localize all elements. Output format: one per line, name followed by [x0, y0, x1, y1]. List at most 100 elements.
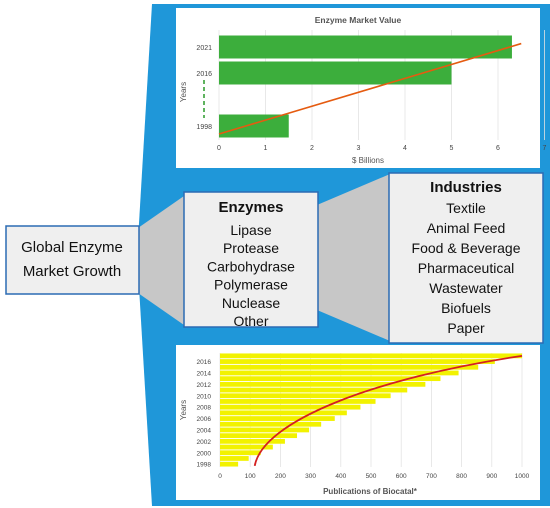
publications-y-tick: 2008 [197, 405, 212, 412]
publications-y-tick: 2010 [197, 393, 212, 400]
enzyme-item: Protease [223, 240, 279, 256]
publications-chart-y-label: Years [179, 400, 188, 420]
market-trendline [218, 42, 522, 135]
publications-y-tick: 2004 [197, 427, 212, 434]
publication-bar [220, 450, 261, 456]
publications-trendline [253, 354, 523, 467]
market-chart-y-label: Years [179, 82, 188, 102]
market-x-tick: 4 [403, 145, 407, 152]
publications-x-tick: 1000 [515, 473, 530, 480]
publication-bar [220, 427, 310, 433]
enzymes-title: Enzymes [218, 199, 283, 216]
market-bar [219, 61, 452, 85]
industry-item: Wastewater [429, 280, 503, 296]
publications-x-tick: 600 [396, 473, 407, 480]
publication-bar [220, 381, 426, 387]
market-y-tick: 2016 [196, 71, 212, 78]
industries-list: Textile Animal Feed Food & Beverage Pharmac… [412, 200, 521, 336]
enzyme-item: Carbohydrase [207, 258, 295, 274]
market-chart-trendline [218, 42, 522, 135]
industry-item: Pharmaceutical [418, 260, 515, 276]
market-chart-grid [218, 30, 545, 140]
publication-bar [220, 404, 361, 410]
publications-x-tick: 500 [366, 473, 377, 480]
market-x-tick: 6 [496, 145, 500, 152]
industry-item: Food & Beverage [412, 240, 521, 256]
industries-box-frame [388, 172, 544, 344]
publication-bar [220, 461, 239, 467]
publications-y-tick: 2006 [197, 416, 212, 423]
publications-x-tick: 900 [486, 473, 497, 480]
market-x-tick: 7 [543, 145, 547, 152]
publication-bar [220, 416, 335, 421]
enzyme-item: Lipase [230, 222, 271, 238]
publications-chart: 1998200020022004200620082010201220142016… [176, 345, 540, 500]
publication-bar [220, 410, 347, 416]
enzymes-list: Lipase Protease Carbohydrase Polymerase Nucl… [207, 222, 295, 329]
publication-bar [220, 456, 249, 461]
market-chart-y-ticks: 1998 2016 2021 [196, 45, 212, 131]
global-enzyme-box: Global Enzyme Market Growth [5, 225, 140, 295]
publication-bar [220, 421, 322, 427]
publication-bar [220, 433, 298, 439]
publications-y-tick: 2014 [197, 370, 212, 377]
connector-right [317, 174, 390, 341]
publications-x-tick: 300 [305, 473, 316, 480]
publication-bar [220, 370, 459, 376]
publications-x-tick: 400 [335, 473, 346, 480]
connector-left [138, 196, 184, 325]
enzymes-box: Enzymes Lipase Protease Carbohydrase Polyme… [183, 191, 319, 329]
publication-bar [220, 353, 522, 359]
publications-chart-y-ticks: 1998 2000 2002 2004 2006 2008 2010 2012 2014 2016 [197, 359, 212, 469]
global-enzyme-box-frame [5, 225, 140, 295]
industry-item: Biofuels [441, 300, 491, 316]
market-x-tick: 0 [217, 145, 221, 152]
publications-x-tick: 100 [245, 473, 256, 480]
publication-bar [220, 359, 495, 364]
market-chart-panel [176, 8, 540, 168]
market-x-tick: 1 [264, 145, 268, 152]
industry-item: Textile [446, 200, 486, 216]
enzymes-box-frame [183, 191, 319, 328]
global-enzyme-line-1: Global Enzyme [21, 239, 123, 256]
publication-bar [220, 387, 408, 393]
global-enzyme-line-2: Market Growth [23, 263, 121, 280]
publications-x-tick: 200 [275, 473, 286, 480]
industries-box: Industries Textile Animal Feed Food & Beve… [388, 172, 544, 344]
publication-bar [220, 364, 479, 370]
publications-chart-x-label: Publications of Biocatal* [323, 487, 418, 496]
publication-bar [220, 376, 441, 382]
publication-bar [220, 438, 285, 444]
market-bar [219, 114, 289, 138]
publications-chart-trendline [253, 354, 523, 467]
publications-chart-x-ticks: 0 100 200 300 400 500 600 700 800 900 1000 [218, 473, 529, 480]
market-x-tick: 2 [310, 145, 314, 152]
market-chart-title: Enzyme Market Value [315, 15, 402, 25]
market-chart-x-ticks: 0 1 2 3 4 5 6 7 [217, 145, 547, 152]
publications-x-tick: 800 [456, 473, 467, 480]
enzyme-item: Other [233, 313, 268, 329]
publications-chart-bars [220, 353, 522, 467]
industry-item: Paper [447, 320, 485, 336]
market-chart-bars [219, 35, 512, 138]
market-y-tick: 2021 [196, 45, 212, 52]
market-bar [219, 35, 512, 59]
industries-title: Industries [430, 179, 502, 196]
market-y-tick: 1998 [196, 124, 212, 131]
publications-x-tick: 0 [218, 473, 222, 480]
publication-bar [220, 399, 376, 404]
market-chart-x-label: $ Billions [352, 156, 384, 165]
publications-y-tick: 1998 [197, 462, 212, 469]
enzyme-item: Nuclease [222, 295, 281, 311]
publication-bar [220, 444, 273, 450]
industry-item: Animal Feed [427, 220, 506, 236]
market-value-chart: Enzyme Market Value 1998 2016 2021 0 1 2 3 4 5 6… [176, 8, 547, 168]
publication-bar [220, 393, 391, 399]
publications-y-tick: 2016 [197, 359, 212, 366]
publications-x-tick: 700 [426, 473, 437, 480]
publications-y-tick: 2000 [197, 450, 212, 457]
publications-y-tick: 2012 [197, 382, 212, 389]
market-x-tick: 3 [357, 145, 361, 152]
publications-y-tick: 2002 [197, 439, 212, 446]
